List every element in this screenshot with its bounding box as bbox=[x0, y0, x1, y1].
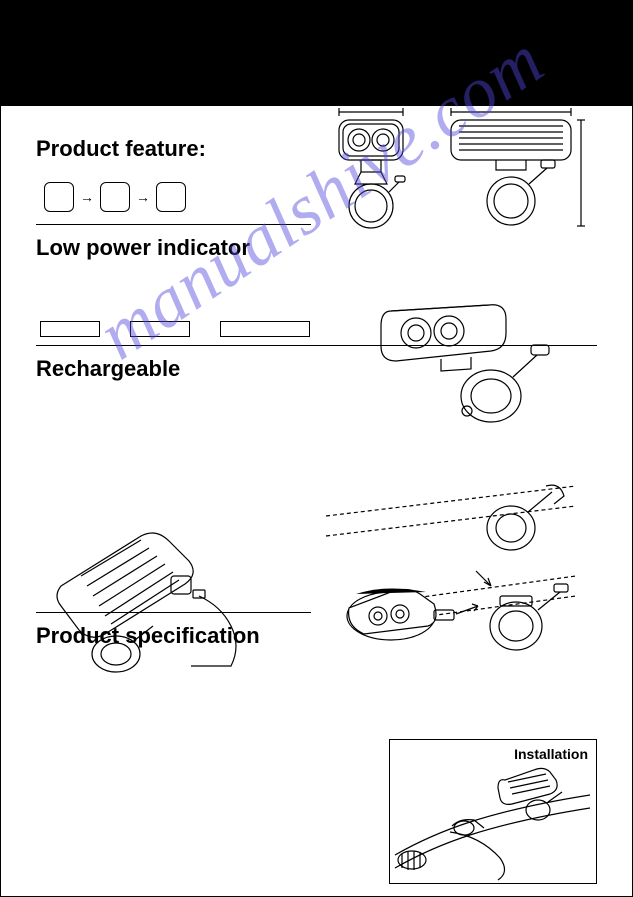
mode-box-2 bbox=[100, 182, 130, 212]
mode-box-3 bbox=[156, 182, 186, 212]
charging-drawing bbox=[21, 506, 271, 686]
mode-box-1 bbox=[44, 182, 74, 212]
dimension-drawing-front bbox=[311, 106, 431, 241]
power-bar-2 bbox=[130, 321, 190, 337]
power-bar-1 bbox=[40, 321, 100, 337]
content-area: manualshive.com Product feature: bbox=[1, 106, 632, 677]
light-perspective-drawing bbox=[361, 281, 581, 431]
arrow-icon: → bbox=[136, 189, 150, 205]
install-sequence-drawing bbox=[316, 476, 586, 686]
header-banner bbox=[1, 1, 632, 106]
power-bar-3 bbox=[220, 321, 310, 337]
divider bbox=[36, 224, 311, 225]
dimension-drawing-side bbox=[441, 106, 591, 241]
arrow-icon: → bbox=[80, 189, 94, 205]
installation-panel: Installation bbox=[389, 739, 597, 884]
installation-label: Installation bbox=[514, 746, 588, 762]
